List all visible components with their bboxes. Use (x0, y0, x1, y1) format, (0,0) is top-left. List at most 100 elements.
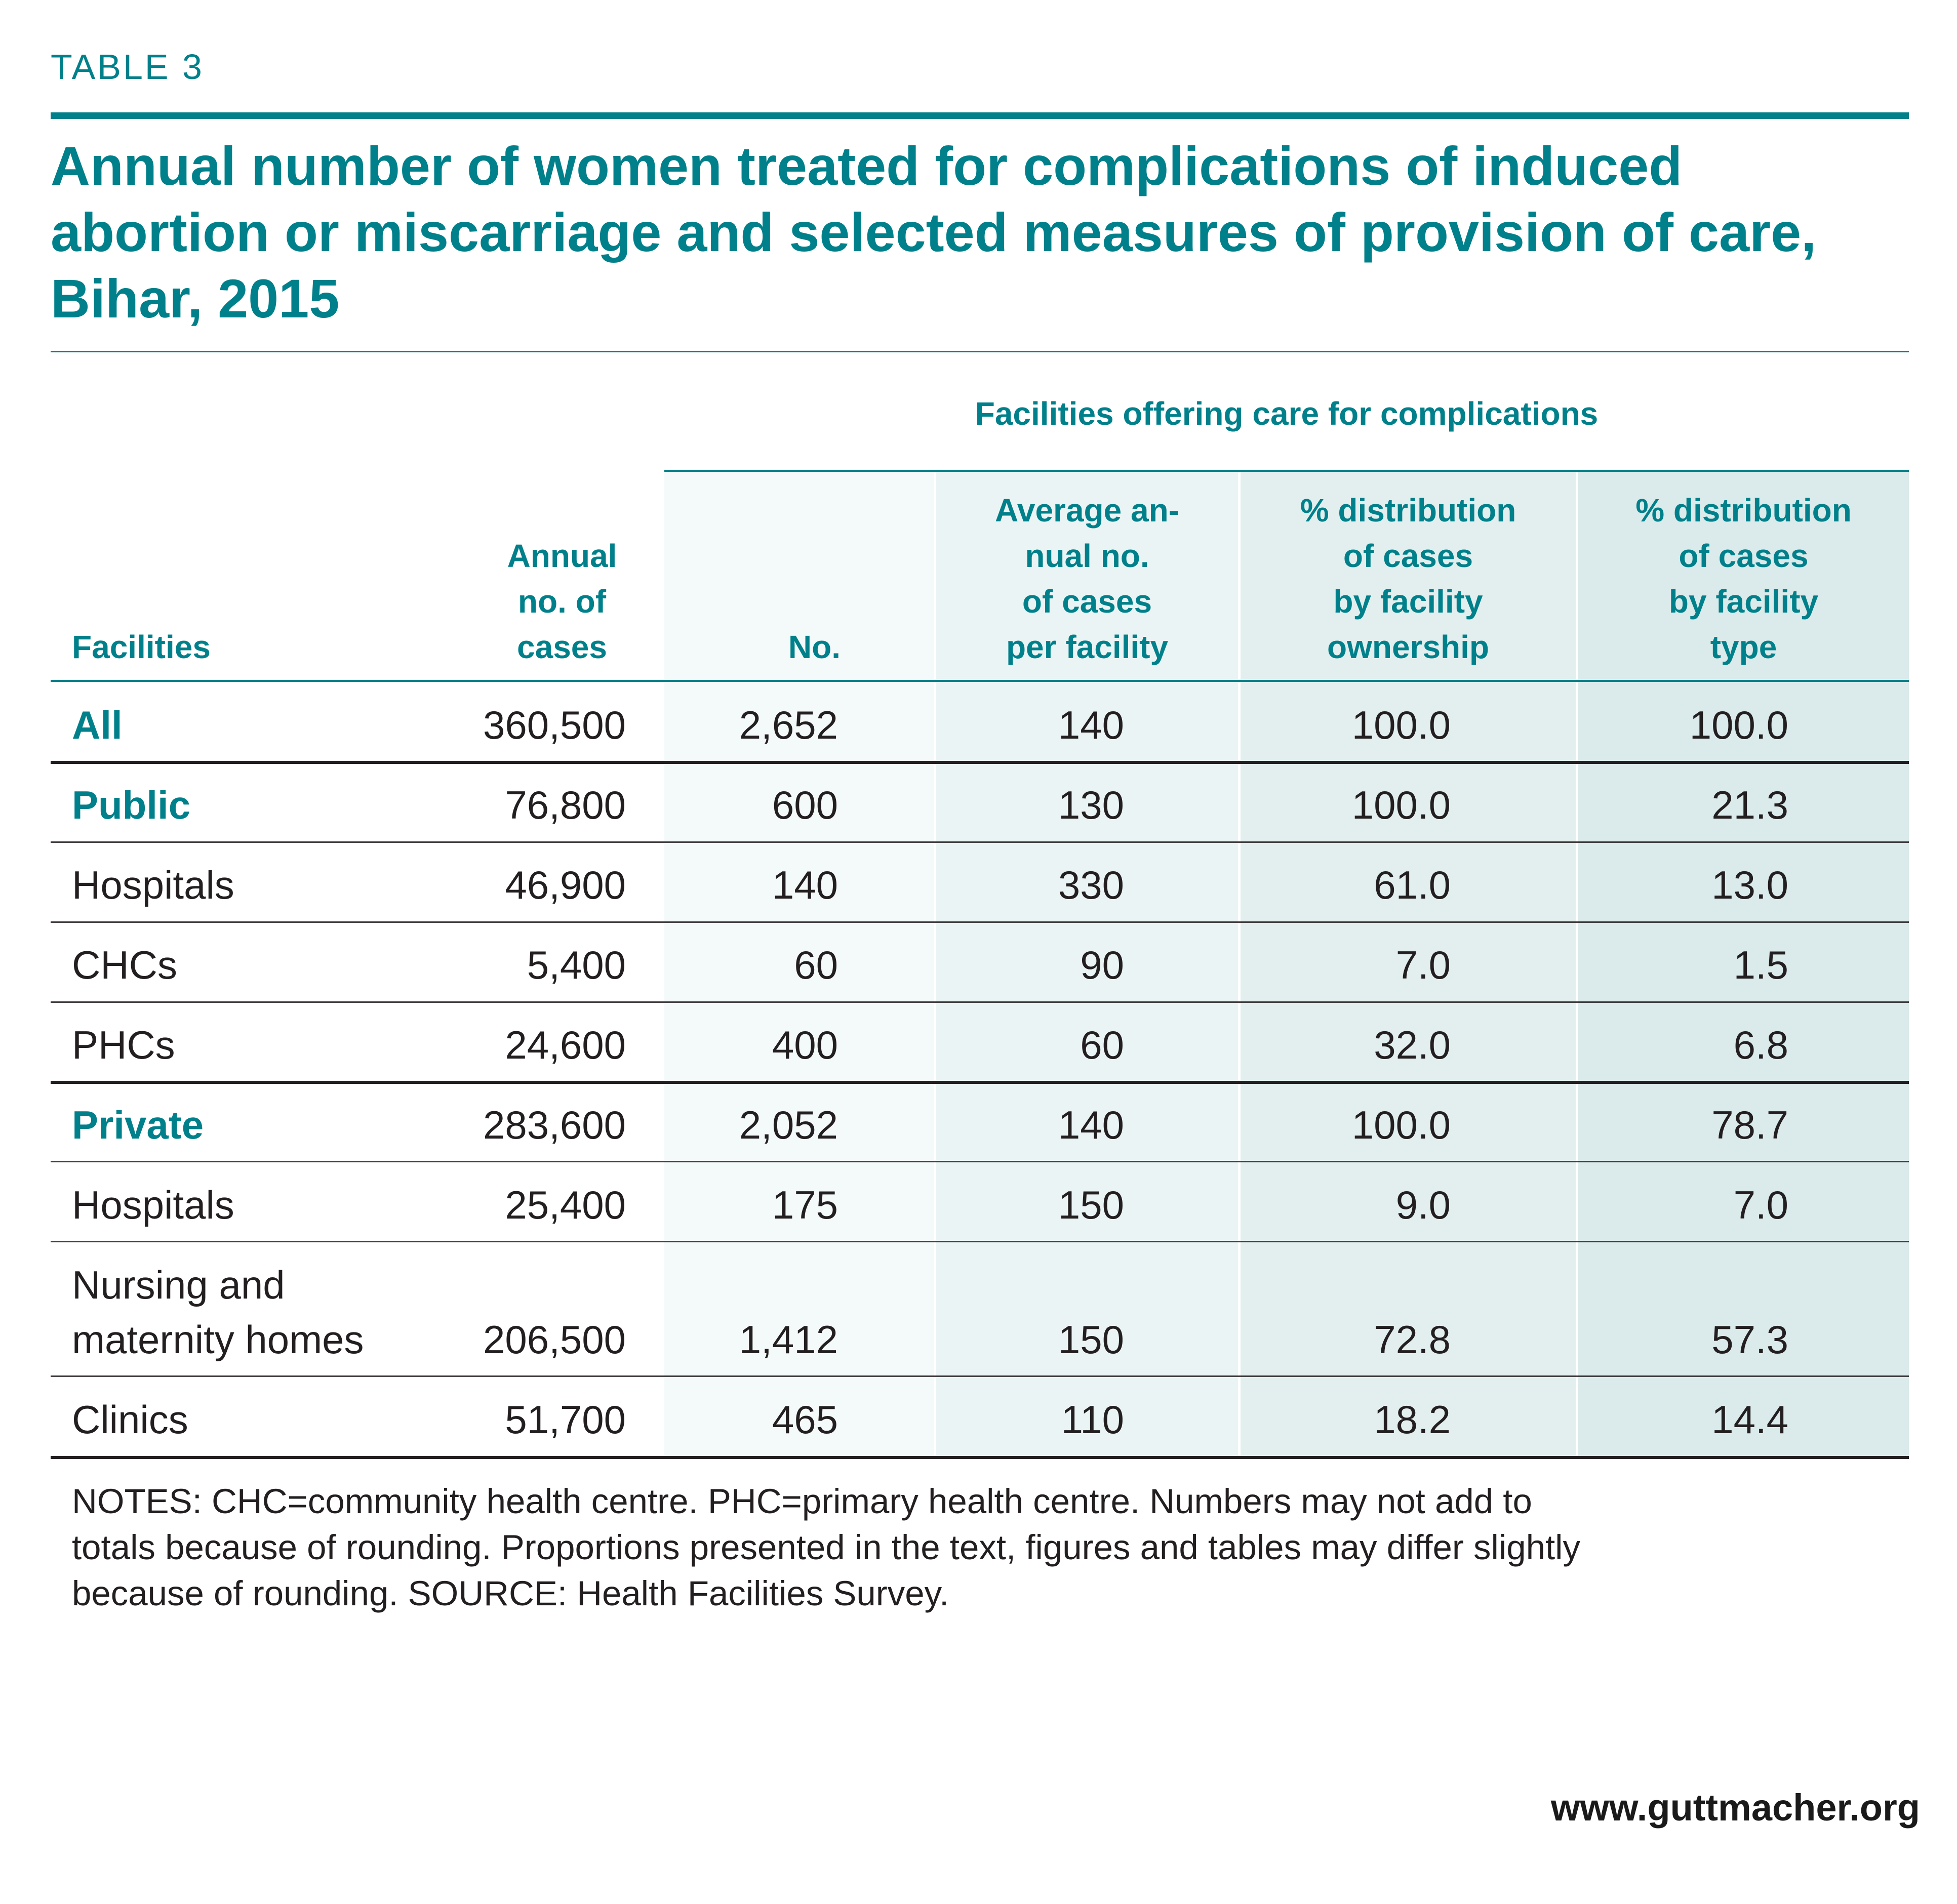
row-label: Nursing and maternity homes (72, 1258, 364, 1367)
cell-no: 60 (794, 943, 838, 987)
cell-annual-cases: 5,400 (527, 943, 626, 987)
row-label: Private (72, 1103, 204, 1147)
cell-no: 465 (772, 1397, 838, 1442)
header-line: Annual (507, 538, 617, 574)
cell-annual-cases: 76,800 (505, 783, 626, 827)
cell-dist-type: 14.4 (1711, 1397, 1788, 1442)
header-distribution-ownership: % distribution of cases by facility owne… (1241, 488, 1576, 670)
cell-dist-ownership: 100.0 (1351, 783, 1451, 827)
row-separator (51, 921, 1909, 923)
cell-dist-ownership: 18.2 (1374, 1397, 1451, 1442)
column-tint-type (1578, 470, 1909, 1459)
cell-annual-cases: 283,600 (483, 1103, 626, 1147)
row-separator (51, 1161, 1909, 1162)
cell-average: 150 (1058, 1317, 1124, 1362)
title-bottom-rule (51, 351, 1909, 352)
cell-average: 140 (1058, 1103, 1124, 1147)
section-separator (51, 1081, 1909, 1084)
row-label: PHCs (72, 1023, 175, 1067)
row-label: All (72, 703, 123, 747)
section-separator (51, 761, 1909, 764)
cell-dist-type: 21.3 (1711, 783, 1788, 827)
cell-annual-cases: 206,500 (483, 1317, 626, 1362)
cell-average: 330 (1058, 863, 1124, 907)
cell-no: 1,412 (739, 1317, 838, 1362)
column-separator (934, 470, 936, 1459)
cell-annual-cases: 46,900 (505, 863, 626, 907)
row-label: CHCs (72, 943, 177, 987)
spanner-rule (664, 470, 1909, 472)
notes-line: because of rounding. SOURCE: Health Faci… (72, 1574, 949, 1613)
header-line: of cases (1679, 538, 1809, 574)
cell-no: 2,052 (739, 1103, 838, 1147)
header-line: Average an- (995, 492, 1179, 529)
header-distribution-type: % distribution of cases by facility type (1578, 488, 1909, 670)
header-average-cases: Average an- nual no. of cases per facili… (936, 488, 1238, 670)
header-line: nual no. (1025, 538, 1149, 574)
cell-annual-cases: 51,700 (505, 1397, 626, 1442)
header-line: per facility (1006, 629, 1169, 665)
row-label: Hospitals (72, 863, 234, 907)
row-label-line: Nursing and (72, 1263, 285, 1307)
header-line: % distribution (1635, 492, 1852, 529)
cell-dist-ownership: 100.0 (1351, 703, 1451, 747)
cell-average: 110 (1061, 1397, 1124, 1442)
spanner-header: Facilities offering care for complicatio… (975, 395, 1599, 432)
table-notes: NOTES: CHC=community health centre. PHC=… (72, 1478, 1915, 1616)
cell-annual-cases: 24,600 (505, 1023, 626, 1067)
table-title: Annual number of women treated for compl… (51, 135, 1817, 329)
cell-no: 140 (772, 863, 838, 907)
row-separator (51, 1375, 1909, 1377)
cell-average: 60 (1080, 1023, 1124, 1067)
notes-line: totals because of rounding. Proportions … (72, 1528, 1580, 1567)
header-line: by facility (1333, 583, 1483, 620)
header-line: by facility (1668, 583, 1819, 620)
row-separator (51, 1241, 1909, 1242)
notes-line: NOTES: CHC=community health centre. PHC=… (72, 1482, 1532, 1521)
cell-dist-ownership: 100.0 (1351, 1103, 1451, 1147)
row-label: Public (72, 783, 191, 827)
header-line: ownership (1327, 629, 1490, 665)
cell-average: 130 (1058, 783, 1124, 827)
cell-dist-ownership: 32.0 (1374, 1023, 1451, 1067)
row-label-line: maternity homes (72, 1317, 364, 1362)
header-rule (51, 680, 1909, 682)
cell-dist-type: 7.0 (1733, 1183, 1788, 1227)
cell-dist-ownership: 9.0 (1395, 1183, 1451, 1227)
cell-dist-type: 1.5 (1733, 943, 1788, 987)
column-separator (1576, 470, 1578, 1459)
header-line: cases (517, 629, 607, 665)
header-line: no. of (517, 583, 607, 620)
header-line: of cases (1022, 583, 1152, 620)
title-rule (51, 112, 1909, 119)
cell-dist-ownership: 72.8 (1374, 1317, 1451, 1362)
header-line: of cases (1343, 538, 1473, 574)
cell-annual-cases: 360,500 (483, 703, 626, 747)
cell-dist-type: 13.0 (1711, 863, 1788, 907)
column-tint-no (664, 470, 934, 1459)
cell-dist-type: 100.0 (1689, 703, 1788, 747)
row-separator (51, 1001, 1909, 1003)
header-line: % distribution (1300, 492, 1516, 529)
table-bottom-rule (51, 1456, 1909, 1459)
cell-dist-type: 78.7 (1711, 1103, 1788, 1147)
footer-url[interactable]: www.guttmacher.org (1550, 1787, 1920, 1829)
cell-average: 150 (1058, 1183, 1124, 1227)
column-tint-ownership (1241, 470, 1576, 1459)
row-separator (51, 841, 1909, 843)
cell-no: 175 (772, 1183, 838, 1227)
cell-average: 90 (1080, 943, 1124, 987)
cell-dist-ownership: 61.0 (1374, 863, 1451, 907)
cell-no: 2,652 (739, 703, 838, 747)
column-separator (1238, 470, 1241, 1459)
cell-no: 600 (772, 783, 838, 827)
column-tint-average (936, 470, 1238, 1459)
cell-dist-ownership: 7.0 (1395, 943, 1451, 987)
cell-no: 400 (772, 1023, 838, 1067)
cell-annual-cases: 25,400 (505, 1183, 626, 1227)
cell-dist-type: 57.3 (1711, 1317, 1788, 1362)
row-label: Clinics (72, 1397, 188, 1442)
table-label: TABLE 3 (51, 47, 204, 87)
row-label: Hospitals (72, 1183, 234, 1227)
header-line: type (1710, 629, 1777, 665)
